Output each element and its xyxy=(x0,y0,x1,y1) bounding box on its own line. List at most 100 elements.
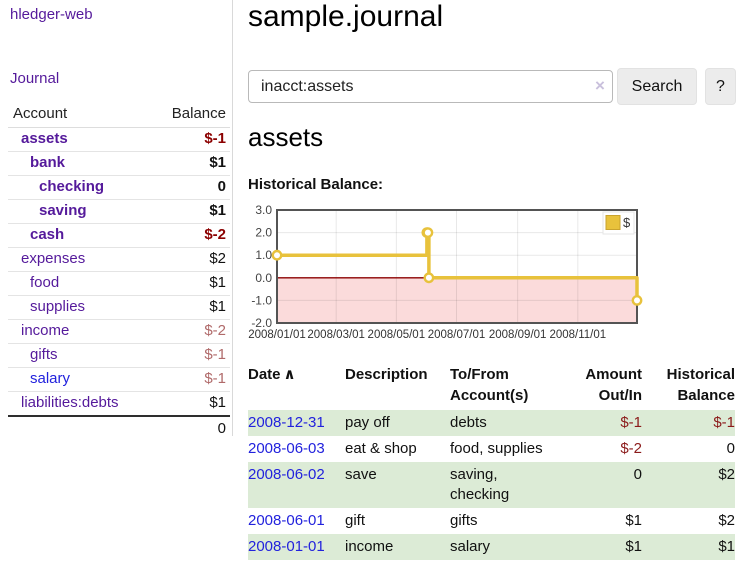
sidebar-divider xyxy=(232,0,233,436)
sidebar-item-journal[interactable]: Journal xyxy=(10,70,60,87)
sidebar-account-link-liabilities-debts[interactable]: liabilities:debts xyxy=(21,394,119,411)
transaction-description: pay off xyxy=(345,414,390,431)
sidebar-account-link-saving[interactable]: saving xyxy=(39,202,87,219)
transaction-amount: $1 xyxy=(625,512,642,529)
transaction-description: gift xyxy=(345,512,366,529)
account-balance: $2 xyxy=(153,247,230,272)
account-cell: expenses xyxy=(8,247,154,272)
sidebar-account-table: Account Balance assets $-1 bank $1 checking 0… xyxy=(8,103,230,441)
transaction-accounts: salary xyxy=(450,538,491,555)
account-balance: $-1 xyxy=(153,343,230,368)
clear-search-icon[interactable]: × xyxy=(595,76,605,95)
transactions-table-body: 2008-12-31 pay off debts $-1 $-1 2008-06-03 ea… xyxy=(248,410,735,560)
transaction-date-cell: 2008-06-03 xyxy=(248,436,345,462)
sidebar-account-link-supplies[interactable]: supplies xyxy=(30,298,86,315)
account-cell: salary xyxy=(8,367,154,392)
transaction-accounts: saving, checking xyxy=(450,466,510,503)
account-cell: income xyxy=(8,319,154,344)
y-axis-tick-label: 0.0 xyxy=(255,271,272,285)
x-axis-tick-label: 2008/01/01 xyxy=(248,329,306,341)
column-header-balance: Historical Balance xyxy=(666,366,735,404)
transaction-description: income xyxy=(345,538,394,555)
x-axis-tick-label: 2008/07/01 xyxy=(428,329,486,341)
account-balance: $-1 xyxy=(153,127,230,152)
sidebar-account-row: food $1 xyxy=(8,271,230,296)
sidebar-account-link-income[interactable]: income xyxy=(21,322,70,339)
account-balance: $1 xyxy=(153,271,230,296)
account-cell: food xyxy=(8,271,154,296)
account-cell: liabilities:debts xyxy=(8,391,154,417)
sidebar-total-spacer xyxy=(8,415,154,441)
historical-balance-chart: $3.0 2.0 1.0 0.0 -1.0 -2.0 2008/01/01 2008/03/0… xyxy=(248,202,652,344)
transaction-row: 2008-06-02 save saving, checking 0 $2 xyxy=(248,462,735,508)
column-header-description: Description xyxy=(345,366,428,383)
chart-data-point xyxy=(422,227,434,239)
sidebar-account-row: salary $-1 xyxy=(8,367,230,392)
transaction-description: save xyxy=(345,466,377,483)
transaction-date-cell: 2008-12-31 xyxy=(248,410,345,436)
sidebar-account-row: gifts $-1 xyxy=(8,343,230,368)
y-axis-tick-label: 2.0 xyxy=(255,226,272,240)
account-cell: bank xyxy=(8,151,154,176)
sidebar-account-row: supplies $1 xyxy=(8,295,230,320)
balance-column-header: Balance xyxy=(153,103,230,128)
transaction-row: 2008-06-03 eat & shop food, supplies $-2 0 xyxy=(248,436,735,462)
brand-link[interactable]: hledger-web xyxy=(10,6,93,23)
search-input[interactable] xyxy=(248,70,613,103)
help-button[interactable]: ? xyxy=(705,68,736,105)
transaction-balance: 0 xyxy=(726,440,735,457)
transaction-row: 2008-06-01 gift gifts $1 $2 xyxy=(248,508,735,534)
transaction-amount: $1 xyxy=(625,538,642,555)
account-balance: $-2 xyxy=(153,223,230,248)
chart-data-point xyxy=(631,295,643,306)
sidebar-table-header-row: Account Balance xyxy=(8,103,230,128)
sidebar-account-row: cash $-2 xyxy=(8,223,230,248)
x-axis-tick-label: 2008/09/01 xyxy=(489,329,547,341)
transaction-date-cell: 2008-06-01 xyxy=(248,508,345,534)
account-cell: gifts xyxy=(8,343,154,368)
transaction-date-cell: 2008-06-02 xyxy=(248,462,345,508)
legend-swatch xyxy=(605,215,621,230)
transaction-date-link[interactable]: 2008-01-01 xyxy=(248,538,325,555)
chart-data-point xyxy=(271,249,283,261)
sidebar-account-link-cash[interactable]: cash xyxy=(30,226,65,243)
search-button[interactable]: Search xyxy=(617,68,697,105)
transaction-balance: $1 xyxy=(718,538,735,555)
sidebar-account-row: checking 0 xyxy=(8,175,230,200)
sidebar-account-row: liabilities:debts $1 xyxy=(8,391,230,417)
sidebar-account-table-body: assets $-1 bank $1 checking 0 saving $1 cash $-2 e… xyxy=(8,127,230,417)
transactions-table: Date ∧ Description To/From Account(s) Amo… xyxy=(248,362,735,560)
sidebar-account-row: saving $1 xyxy=(8,199,230,224)
sidebar-account-link-bank[interactable]: bank xyxy=(30,154,66,171)
transaction-date-link[interactable]: 2008-06-02 xyxy=(248,466,325,483)
y-axis-tick-label: -1.0 xyxy=(251,293,272,307)
transaction-date-link[interactable]: 2008-06-01 xyxy=(248,512,325,529)
sidebar-account-link-gifts[interactable]: gifts xyxy=(30,346,58,363)
account-balance: $-2 xyxy=(153,319,230,344)
account-balance: $-1 xyxy=(153,367,230,392)
account-heading: assets xyxy=(248,122,324,152)
sidebar-account-link-salary[interactable]: salary xyxy=(30,370,71,387)
sidebar-account-link-expenses[interactable]: expenses xyxy=(21,250,86,267)
chart-negative-region xyxy=(277,277,637,323)
transaction-date-link[interactable]: 2008-06-03 xyxy=(248,440,325,457)
transaction-description: eat & shop xyxy=(345,440,417,457)
transaction-date-cell: 2008-01-01 xyxy=(248,534,345,560)
column-header-date[interactable]: Date ∧ xyxy=(248,362,345,410)
chart-border xyxy=(276,209,638,324)
sidebar-account-link-assets[interactable]: assets xyxy=(21,130,68,147)
chart-data-point xyxy=(423,272,435,284)
account-cell: supplies xyxy=(8,295,154,320)
transaction-date-link[interactable]: 2008-12-31 xyxy=(248,414,325,431)
account-balance: $1 xyxy=(153,199,230,224)
y-axis-tick-label: 1.0 xyxy=(255,248,272,262)
transaction-balance: $2 xyxy=(718,512,735,529)
transaction-balance: $-1 xyxy=(713,414,735,431)
sidebar-account-link-checking[interactable]: checking xyxy=(39,178,105,195)
sidebar-account-link-food[interactable]: food xyxy=(30,274,60,291)
account-cell: checking xyxy=(8,175,154,200)
sidebar-account-row: income $-2 xyxy=(8,319,230,344)
sort-ascending-icon: ∧ xyxy=(283,366,296,383)
sidebar-account-row: bank $1 xyxy=(8,151,230,176)
